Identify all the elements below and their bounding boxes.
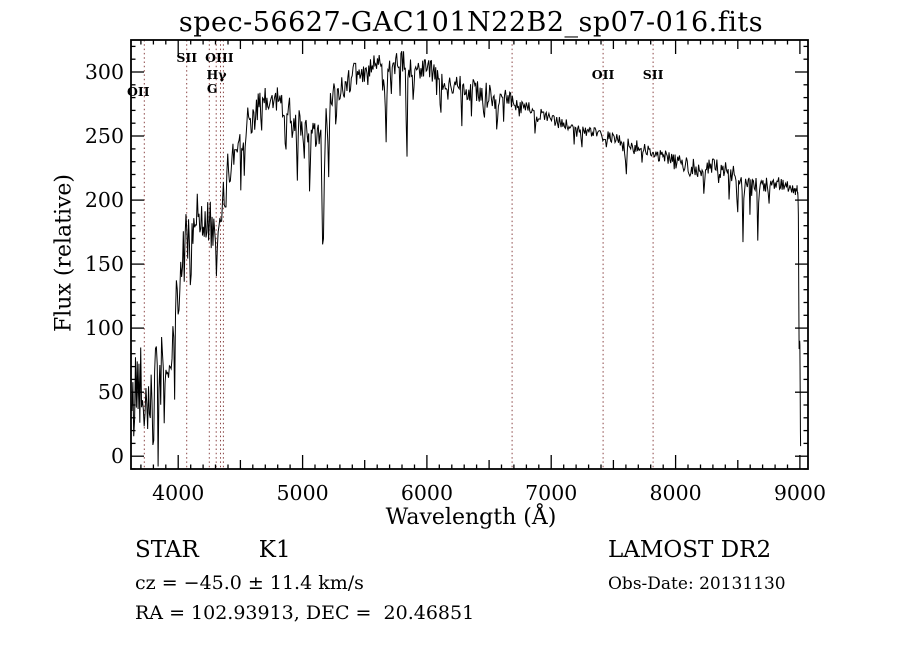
survey-release: LAMOST DR2 — [608, 537, 772, 563]
coordinates: RA = 102.93913, DEC = 20.46851 — [135, 602, 475, 624]
spectral-line-label: Hγ — [206, 67, 227, 82]
plot-title: spec-56627-GAC101N22B2_sp07-016.fits — [178, 7, 764, 38]
x-tick-label: 5000 — [277, 481, 329, 505]
y-tick-label: 0 — [111, 444, 124, 468]
spectral-line-label: OII — [592, 67, 615, 82]
x-tick-label: 4000 — [152, 481, 204, 505]
object-type: STAR — [135, 537, 199, 563]
x-tick-label: 9000 — [774, 481, 826, 505]
observation-date: Obs-Date: 20131130 — [608, 574, 786, 594]
object-classification: STAR K1 — [135, 537, 291, 563]
x-tick-label: 6000 — [401, 481, 453, 505]
reference-lines — [143, 40, 654, 469]
y-tick-label: 100 — [85, 316, 124, 340]
spectrum-trace — [131, 51, 802, 467]
object-subclass: K1 — [258, 537, 291, 563]
y-tick-label: 300 — [85, 60, 124, 84]
spectral-line-label: OIII — [205, 50, 234, 65]
spectral-line-label: SII — [176, 50, 197, 65]
x-tick-label: 7000 — [525, 481, 577, 505]
spectral-line-label: OII — [127, 84, 150, 99]
y-tick-label: 250 — [85, 124, 124, 148]
y-tick-label: 200 — [85, 188, 124, 212]
spectral-line-label: SII — [643, 67, 664, 82]
x-tick-label: 8000 — [650, 481, 702, 505]
spectral-line-label: G — [207, 81, 218, 96]
x-axis-title: Wavelength (Å) — [385, 505, 557, 530]
plot-frame — [130, 39, 809, 470]
radial-velocity: cz = −45.0 ± 11.4 km/s — [135, 572, 364, 594]
y-tick-label: 150 — [85, 252, 124, 276]
y-tick-label: 50 — [98, 380, 124, 404]
axis-ticks — [131, 40, 808, 470]
